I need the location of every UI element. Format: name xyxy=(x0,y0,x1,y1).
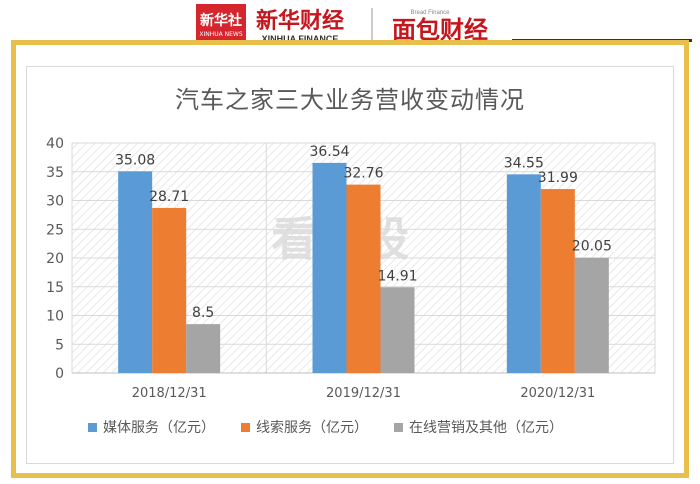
badge-subtext: XINHUA NEWS xyxy=(199,31,242,38)
legend-swatch xyxy=(394,422,403,432)
x-tick-label: 2019/12/31 xyxy=(326,386,401,401)
y-tick-label: 25 xyxy=(46,222,64,238)
badge-text: 新华社 xyxy=(200,12,242,29)
data-label: 34.55 xyxy=(504,155,544,171)
bar xyxy=(152,207,187,373)
bar xyxy=(574,257,609,373)
y-tick-label: 5 xyxy=(55,337,64,353)
brand-cn: 新华财经 xyxy=(256,8,344,34)
bar xyxy=(186,324,221,373)
chart-title: 汽车之家三大业务营收变动情况 xyxy=(175,86,525,114)
y-tick-label: 10 xyxy=(46,309,64,325)
bar xyxy=(380,287,415,373)
data-label: 36.54 xyxy=(309,144,349,160)
partner-en: Bread Finance xyxy=(410,10,450,16)
data-label: 35.08 xyxy=(115,152,155,168)
bar xyxy=(346,184,381,373)
legend-swatch xyxy=(241,422,250,432)
y-tick-label: 30 xyxy=(46,194,64,210)
bar xyxy=(540,189,575,373)
y-tick-label: 0 xyxy=(55,366,64,382)
bar xyxy=(312,162,347,373)
y-tick-label: 20 xyxy=(46,251,64,267)
y-tick-label: 15 xyxy=(46,280,64,296)
data-label: 20.05 xyxy=(572,239,612,255)
xinhua-badge xyxy=(196,4,246,40)
data-label: 28.71 xyxy=(149,189,189,205)
legend-item: 在线营销及其他（亿元） xyxy=(394,417,563,437)
legend-swatch xyxy=(88,422,97,432)
data-label: 14.91 xyxy=(377,268,417,284)
bar xyxy=(506,174,541,373)
legend-label: 线索服务（亿元） xyxy=(256,420,368,436)
bars xyxy=(118,162,609,373)
partner-cn: 面包财经 xyxy=(392,16,488,44)
x-tick-label: 2020/12/31 xyxy=(520,386,595,401)
y-tick-label: 40 xyxy=(46,136,64,152)
legend-item: 线索服务（亿元） xyxy=(241,417,368,437)
data-label: 32.76 xyxy=(343,166,383,182)
bar xyxy=(118,171,153,373)
legend-label: 媒体服务（亿元） xyxy=(103,420,215,436)
x-tick-label: 2018/12/31 xyxy=(132,386,207,401)
axes: 0 5 10 15 20 25 30 35 40 2018/12/31 2019/12/31 2020… xyxy=(46,136,655,401)
legend: 媒体服务（亿元） 线索服务（亿元） 在线营销及其他（亿元） xyxy=(88,417,563,437)
y-tick-label: 35 xyxy=(46,165,64,181)
brand-en: XINHUA FINANCE xyxy=(262,34,339,44)
legend-item: 媒体服务（亿元） xyxy=(88,417,215,437)
data-label: 31.99 xyxy=(538,170,578,186)
data-label: 8.5 xyxy=(192,305,214,321)
legend-label: 在线营销及其他（亿元） xyxy=(409,420,563,436)
